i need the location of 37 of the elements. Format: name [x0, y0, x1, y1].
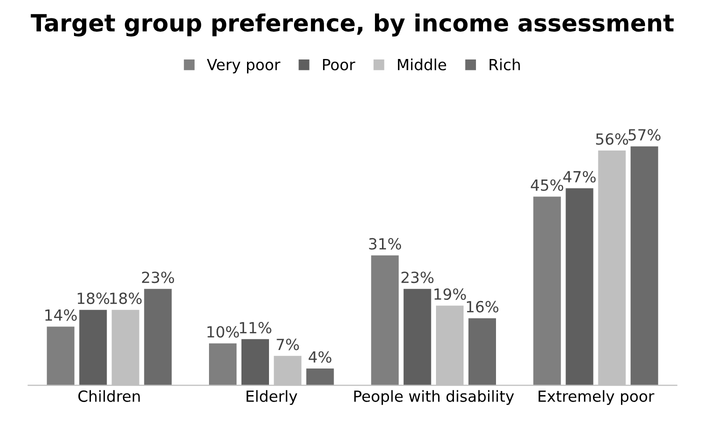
bar: [79, 310, 107, 386]
bar: [306, 368, 334, 386]
data-label: 7%: [276, 338, 299, 350]
data-label: 19%: [434, 288, 466, 300]
chart-title: Target group preference, by income assessment: [30, 13, 674, 36]
bar: [566, 188, 594, 386]
x-tick-label: Children: [78, 390, 140, 402]
bar: [468, 318, 496, 386]
bar: [630, 146, 658, 386]
data-label: 45%: [530, 179, 564, 191]
data-label: 14%: [45, 309, 77, 321]
data-label: 18%: [110, 292, 142, 304]
legend-label: Poor: [323, 59, 356, 70]
bar: [371, 255, 399, 386]
x-tick-label: People with disability: [354, 390, 514, 405]
data-label: 23%: [402, 272, 434, 284]
data-label: 10%: [207, 326, 239, 338]
data-label: 47%: [563, 170, 596, 183]
data-label: 18%: [78, 292, 110, 304]
legend-label: Rich: [490, 58, 520, 70]
legend-label: Very poor: [206, 59, 280, 74]
data-label: 4%: [308, 351, 332, 363]
data-label: 57%: [628, 129, 661, 141]
data-label: 31%: [369, 238, 402, 250]
x-tick-label: Extremely poor: [538, 390, 654, 405]
bar: [208, 343, 237, 386]
bar: [46, 326, 74, 386]
data-label: 23%: [142, 272, 174, 284]
data-label: 16%: [466, 300, 498, 312]
x-tick-label: Elderly: [246, 390, 298, 405]
bar: [404, 288, 432, 386]
data-label: 56%: [596, 133, 628, 145]
bar: [144, 288, 172, 386]
legend-label: Middle: [398, 58, 446, 70]
data-label: 11%: [240, 322, 272, 334]
bar: [241, 339, 269, 386]
bar: [533, 196, 561, 386]
